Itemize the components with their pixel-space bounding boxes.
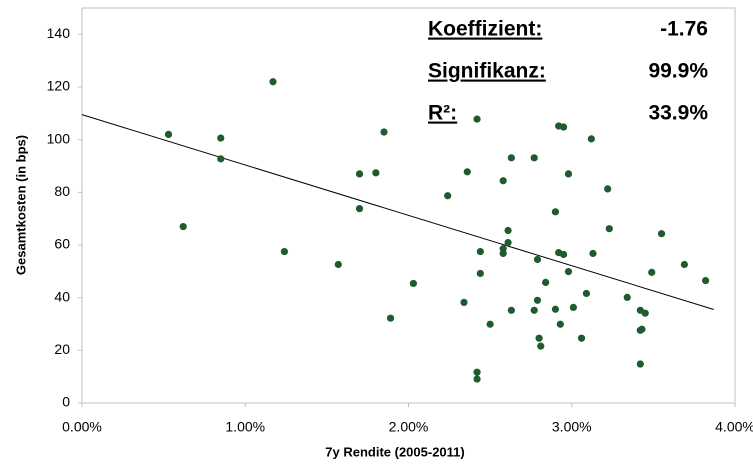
annotation-label: R²:: [428, 102, 457, 125]
annotation-value: -1.76: [660, 18, 708, 41]
point: [551, 208, 560, 216]
point: [179, 222, 187, 231]
y-tick-label: 80: [54, 183, 70, 199]
y-tick-label: 60: [54, 236, 70, 252]
point: [535, 334, 543, 342]
point: [648, 268, 656, 276]
point: [476, 247, 484, 256]
point: [355, 170, 364, 178]
point: [473, 115, 481, 123]
point: [499, 177, 507, 185]
point: [638, 325, 646, 333]
point: [577, 334, 586, 342]
point: [680, 260, 688, 269]
point: [582, 289, 591, 298]
point: [504, 239, 512, 247]
point: [569, 303, 577, 312]
point: [409, 279, 417, 288]
annotation-label: Koeffizient:: [428, 18, 542, 41]
point: [386, 314, 395, 322]
point: [636, 360, 644, 368]
point: [589, 249, 597, 258]
point: [542, 278, 550, 286]
point: [334, 260, 342, 269]
annotation-value: 33.9%: [648, 102, 708, 125]
point: [587, 135, 595, 143]
y-tick-label: 0: [62, 394, 70, 410]
point: [463, 168, 471, 176]
point: [564, 267, 573, 276]
point: [559, 123, 568, 131]
x-axis-label: 7y Rendite (2005-2011): [325, 444, 464, 459]
point: [623, 293, 631, 302]
point: [473, 368, 481, 376]
point: [537, 342, 545, 350]
point: [604, 185, 612, 193]
point: [486, 320, 494, 328]
point: [564, 170, 573, 178]
point: [530, 306, 538, 314]
annotation-value: 99.9%: [648, 60, 708, 83]
point: [702, 276, 710, 285]
point: [530, 154, 538, 162]
y-tick-label: 140: [47, 25, 71, 41]
point: [380, 128, 388, 136]
x-tick-label: 0.00%: [62, 419, 102, 435]
y-axis-label: Gesamtkosten (in bps): [13, 135, 28, 275]
trendline: [81, 114, 714, 310]
x-tick-label: 3.00%: [552, 419, 592, 435]
point: [504, 226, 512, 235]
point: [533, 296, 542, 304]
point: [269, 78, 277, 86]
point: [559, 250, 568, 259]
point: [605, 225, 613, 233]
y-tick-label: 100: [47, 130, 71, 146]
point: [657, 230, 666, 238]
x-tick-label: 2.00%: [389, 419, 429, 435]
x-tick-label: 1.00%: [225, 419, 265, 435]
point: [217, 155, 225, 163]
annotation-label: Signifikanz:: [428, 60, 546, 83]
point: [533, 255, 542, 264]
point: [507, 154, 515, 162]
point: [556, 320, 564, 328]
point: [551, 305, 560, 313]
point: [217, 134, 225, 142]
point: [355, 205, 364, 213]
y-tick-label: 20: [54, 341, 70, 357]
point: [164, 130, 173, 138]
point: [473, 375, 481, 383]
point: [476, 269, 484, 278]
y-tick-label: 120: [47, 78, 71, 94]
point: [444, 192, 452, 200]
point: [499, 249, 507, 258]
point: [372, 169, 380, 177]
point: [460, 298, 468, 307]
plot-frame: [81, 7, 736, 404]
x-tick-label: 4.00%: [715, 419, 753, 435]
y-tick-label: 40: [54, 288, 70, 304]
point: [280, 247, 289, 256]
point: [641, 309, 649, 317]
point: [507, 306, 515, 314]
